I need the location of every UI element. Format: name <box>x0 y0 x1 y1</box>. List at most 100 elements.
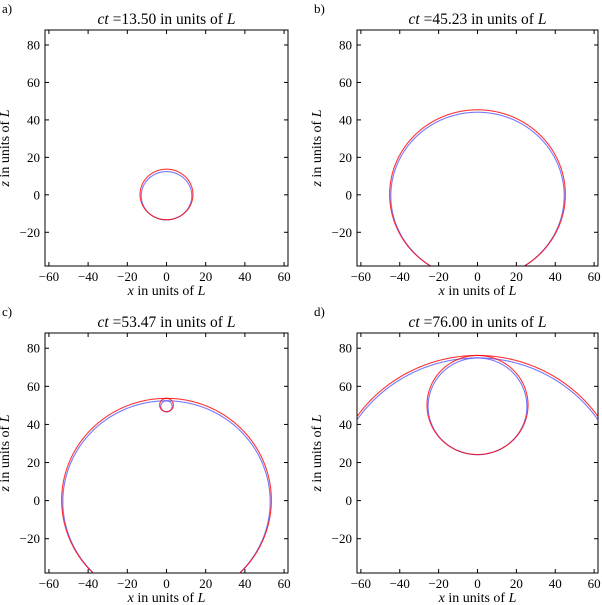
label-part: ct <box>409 11 424 28</box>
label-part: ct <box>98 11 113 28</box>
axes-frame <box>356 332 599 574</box>
plot-area <box>389 109 566 267</box>
plot-area <box>139 168 194 221</box>
plot-area <box>61 397 272 573</box>
y-tick-label: 80 <box>339 37 352 52</box>
label-part: in units of <box>445 591 509 605</box>
plot-area <box>356 354 599 456</box>
label-part: L <box>197 591 206 605</box>
label-part: in units of <box>134 591 198 605</box>
label-part: z <box>310 181 325 188</box>
x-tick-label: 0 <box>163 576 170 591</box>
y-axis-label: z in units of L <box>310 414 325 492</box>
label-part: L <box>310 414 325 423</box>
label-part: x <box>127 284 135 299</box>
label-part: c) <box>2 304 12 319</box>
y-tick-label: 40 <box>339 112 352 127</box>
x-tick-label: 40 <box>238 576 251 591</box>
blue-wavefront <box>524 195 565 267</box>
panel-label: d) <box>314 304 325 319</box>
y-tick-label: −20 <box>20 531 40 546</box>
red-wavefront <box>524 194 566 267</box>
axes-frame <box>44 29 289 267</box>
x-tick-label: −40 <box>390 269 410 284</box>
label-part: in units of <box>310 422 325 486</box>
x-tick-label: −20 <box>117 576 137 591</box>
label-part: =45.23 in units of <box>424 11 538 28</box>
panel-c: −60 −40 −20 0 20 40 60 −20 0 20 40 60 80 c) ct =53.47 … <box>0 304 291 605</box>
x-tick-label: −20 <box>428 576 448 591</box>
y-tick-label: −20 <box>332 225 352 240</box>
label-part: L <box>0 414 13 423</box>
red-wavefront <box>61 397 272 573</box>
y-tick-label: 60 <box>339 379 352 394</box>
label-part: ct <box>409 314 424 331</box>
y-tick-label: 0 <box>346 187 353 202</box>
label-part: in units of <box>0 422 13 486</box>
label-part: in units of <box>310 117 325 181</box>
y-tick-label: 60 <box>27 379 40 394</box>
x-tick-label: 60 <box>278 269 291 284</box>
y-tick-label: 20 <box>339 150 352 165</box>
label-part: in units of <box>445 284 509 299</box>
blue-wavefront <box>427 357 528 456</box>
red-wavefront <box>159 397 174 413</box>
red-wavefront <box>426 354 529 456</box>
y-tick-label: 80 <box>27 341 40 356</box>
y-tick-label: 40 <box>27 417 40 432</box>
label-part: L <box>197 284 206 299</box>
y-tick-label: 60 <box>339 75 352 90</box>
x-tick-label: −60 <box>351 269 371 284</box>
y-tick-label: 0 <box>346 493 353 508</box>
x-tick-label: 20 <box>510 576 523 591</box>
y-tick-label: 20 <box>339 455 352 470</box>
panel-d: −60 −40 −20 0 20 40 60 −20 0 20 40 60 80 d) ct =76.00 … <box>310 304 601 605</box>
label-part: L <box>537 314 547 331</box>
label-part: a) <box>2 1 12 16</box>
blue-wavefront <box>239 501 271 573</box>
x-tick-label: −60 <box>351 576 371 591</box>
label-part: z <box>310 486 325 493</box>
panel-label: a) <box>2 1 12 16</box>
y-axis-label: z in units of L <box>310 109 325 187</box>
label-part: L <box>508 284 517 299</box>
label-part: L <box>0 109 13 118</box>
y-axis-label: z in units of L <box>0 414 13 492</box>
label-part: in units of <box>0 117 13 181</box>
label-part: =76.00 in units of <box>424 314 538 331</box>
red-wavefront <box>239 500 272 573</box>
x-tick-label: 60 <box>278 576 291 591</box>
label-part: x <box>438 284 446 299</box>
panel-b: −60 −40 −20 0 20 40 60 −20 0 20 40 60 80 b) ct =45.23 … <box>310 1 601 299</box>
chart-title: ct =76.00 in units of L <box>409 314 547 331</box>
x-tick-label: −20 <box>117 269 137 284</box>
x-tick-label: 0 <box>474 576 481 591</box>
x-axis-label: x in units of L <box>127 284 206 299</box>
y-tick-label: 0 <box>34 493 41 508</box>
x-tick-label: 40 <box>238 269 251 284</box>
axes-frame <box>356 29 599 267</box>
panel-label: c) <box>2 304 12 319</box>
x-tick-label: −60 <box>39 269 59 284</box>
label-part: L <box>508 591 517 605</box>
x-axis-label: x in units of L <box>438 591 517 605</box>
label-part: in units of <box>134 284 198 299</box>
red-wavefront <box>389 109 566 267</box>
x-tick-label: 0 <box>163 269 170 284</box>
y-tick-label: 20 <box>27 150 40 165</box>
x-tick-label: 20 <box>510 269 523 284</box>
x-tick-label: −20 <box>428 269 448 284</box>
x-tick-label: 40 <box>549 269 562 284</box>
label-part: =53.47 in units of <box>113 314 227 331</box>
label-part: ct <box>98 314 113 331</box>
label-part: z <box>0 486 13 493</box>
x-tick-label: 20 <box>199 576 212 591</box>
label-part: b) <box>314 1 325 16</box>
y-tick-label: 0 <box>34 187 41 202</box>
y-tick-label: 80 <box>27 37 40 52</box>
axes-frame <box>44 332 289 574</box>
red-wavefront <box>139 168 194 221</box>
y-tick-label: 40 <box>339 417 352 432</box>
x-axis-label: x in units of L <box>127 591 206 605</box>
